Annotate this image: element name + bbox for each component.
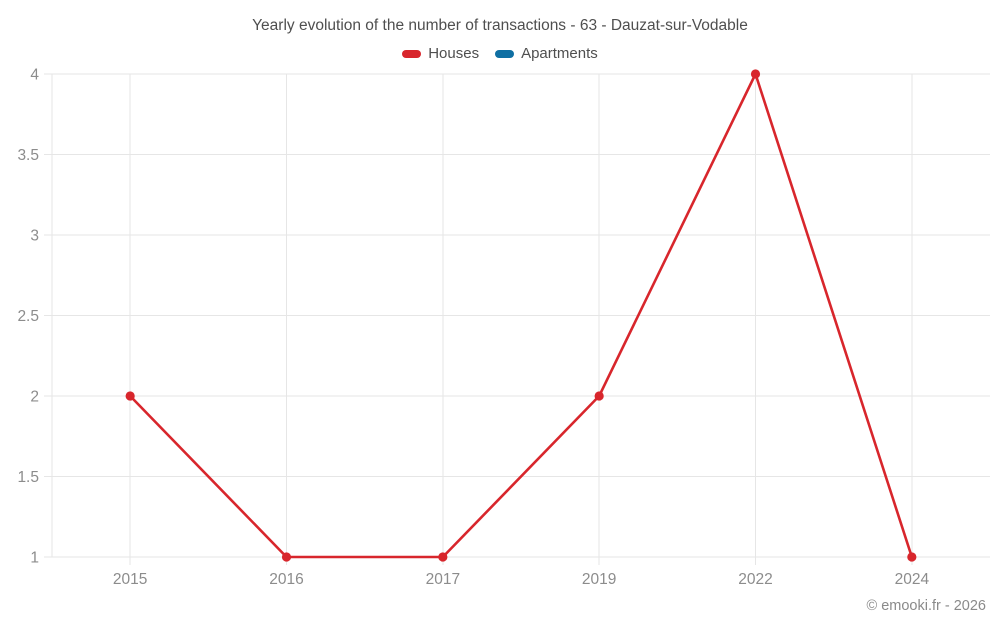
y-axis-tick-label: 4 xyxy=(30,67,39,84)
x-axis-tick-label: 2022 xyxy=(738,571,772,588)
data-point-houses-2017[interactable] xyxy=(438,552,448,562)
y-axis-tick-label: 3 xyxy=(30,228,39,245)
y-axis-tick-label: 2.5 xyxy=(17,308,39,325)
y-axis-tick-label: 2 xyxy=(30,389,39,406)
data-point-houses-2016[interactable] xyxy=(281,552,292,562)
data-point-houses-2024[interactable] xyxy=(907,552,917,562)
legend-label: Houses xyxy=(428,45,480,62)
legend-label: Apartments xyxy=(521,45,598,62)
x-axis-tick-label: 2015 xyxy=(113,571,147,588)
legend-marker-houses xyxy=(402,49,422,58)
copyright-note: © emooki.fr - 2026 xyxy=(866,598,986,614)
y-axis-tick-label: 1 xyxy=(30,550,39,567)
x-axis-tick-label: 2024 xyxy=(895,571,930,588)
legend-marker-apartments xyxy=(495,49,515,58)
legend-item-houses[interactable]: Houses xyxy=(402,45,479,62)
series-line-houses xyxy=(128,72,914,559)
legend-item-apartments[interactable]: Apartments xyxy=(495,45,598,62)
y-axis-tick-label: 3.5 xyxy=(17,147,39,164)
x-axis-tick-label: 2016 xyxy=(269,571,303,588)
legend: Houses Apartments xyxy=(0,45,1000,62)
data-point-houses-2015[interactable] xyxy=(125,391,135,401)
y-axis-tick-label: 1.5 xyxy=(17,469,39,486)
data-point-houses-2022[interactable] xyxy=(750,69,761,79)
data-point-houses-2019[interactable] xyxy=(594,391,604,401)
chart-title: Yearly evolution of the number of transa… xyxy=(252,17,748,34)
x-axis-tick-label: 2017 xyxy=(426,571,460,588)
x-axis-tick-label: 2019 xyxy=(582,571,616,588)
